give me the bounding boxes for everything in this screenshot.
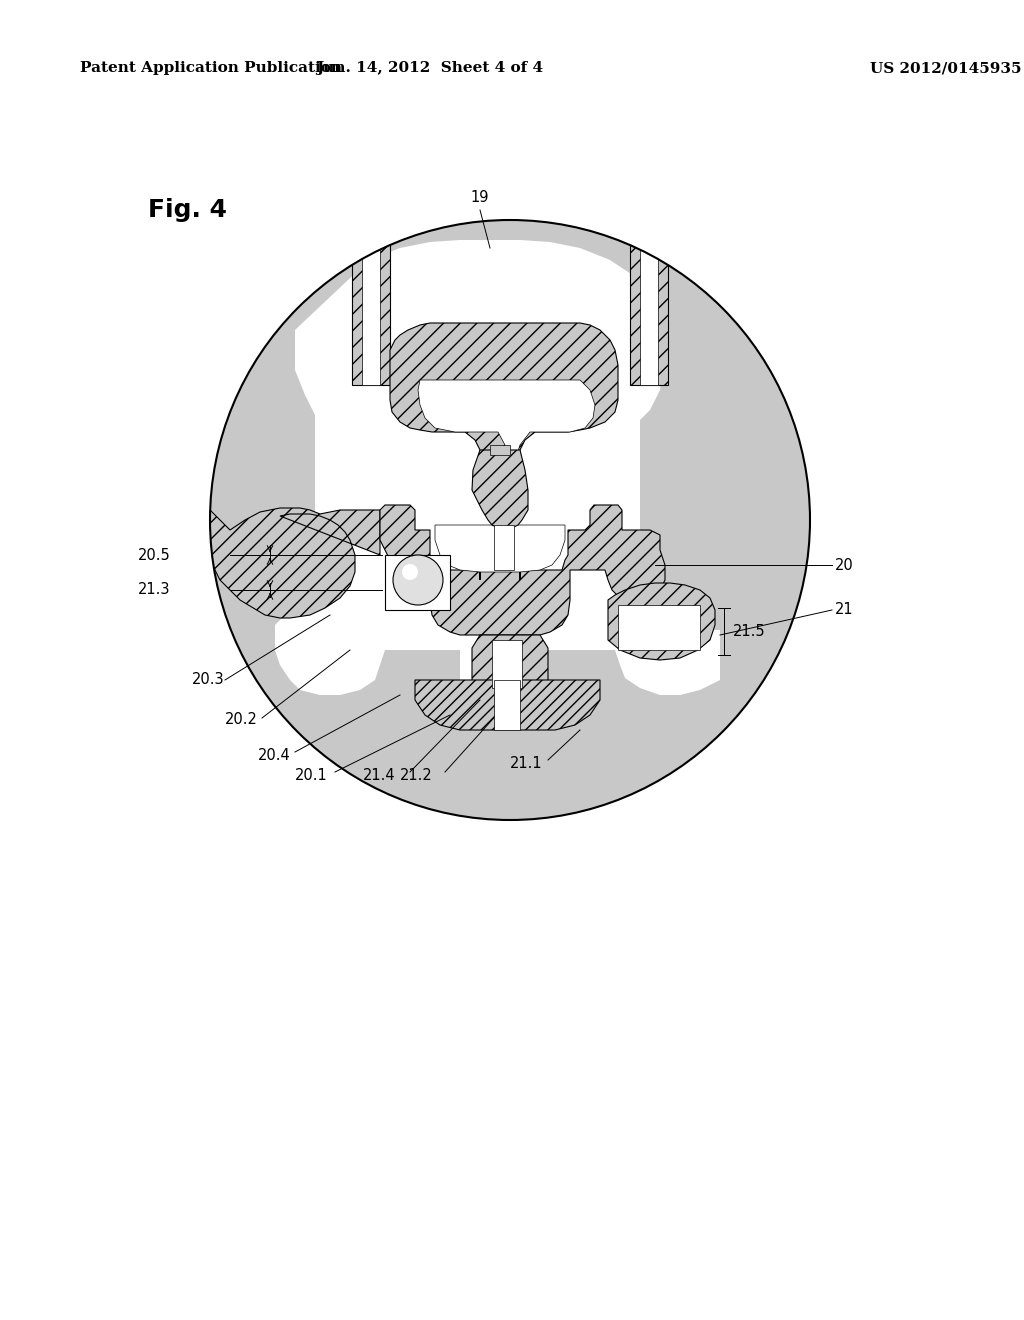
- Circle shape: [210, 220, 810, 820]
- Polygon shape: [618, 605, 700, 649]
- Text: 20.4: 20.4: [258, 748, 291, 763]
- Text: 19: 19: [470, 190, 488, 206]
- Bar: [492, 640, 522, 688]
- Text: 21: 21: [835, 602, 854, 618]
- Circle shape: [402, 564, 418, 579]
- Circle shape: [210, 220, 810, 820]
- Bar: [640, 240, 658, 385]
- Text: 20.5: 20.5: [138, 548, 171, 562]
- Text: 21.4: 21.4: [362, 768, 395, 784]
- Bar: [362, 240, 380, 385]
- Text: 21.3: 21.3: [138, 582, 171, 598]
- Text: 20.3: 20.3: [193, 672, 224, 688]
- Text: 20.2: 20.2: [225, 713, 258, 727]
- Bar: [494, 680, 520, 730]
- Polygon shape: [385, 554, 450, 610]
- Bar: [352, 240, 390, 385]
- Text: Jun. 14, 2012  Sheet 4 of 4: Jun. 14, 2012 Sheet 4 of 4: [316, 61, 544, 75]
- Bar: [494, 525, 514, 570]
- Polygon shape: [435, 525, 565, 572]
- Polygon shape: [608, 583, 715, 660]
- Text: Patent Application Publication: Patent Application Publication: [80, 61, 342, 75]
- Text: 21.1: 21.1: [510, 756, 543, 771]
- Polygon shape: [210, 508, 380, 618]
- Text: 21.5: 21.5: [733, 624, 766, 639]
- Text: Fig. 4: Fig. 4: [148, 198, 227, 222]
- Text: US 2012/0145935 A1: US 2012/0145935 A1: [870, 61, 1024, 75]
- Polygon shape: [415, 680, 600, 730]
- Circle shape: [393, 554, 443, 605]
- Polygon shape: [275, 240, 720, 696]
- Polygon shape: [490, 445, 510, 455]
- Polygon shape: [418, 380, 595, 484]
- Text: 20.1: 20.1: [295, 768, 328, 784]
- Text: 20: 20: [835, 557, 854, 573]
- Polygon shape: [380, 506, 665, 635]
- Text: 21.2: 21.2: [400, 768, 433, 784]
- Polygon shape: [472, 450, 528, 531]
- Bar: [630, 240, 668, 385]
- Polygon shape: [472, 635, 548, 690]
- Polygon shape: [390, 323, 618, 531]
